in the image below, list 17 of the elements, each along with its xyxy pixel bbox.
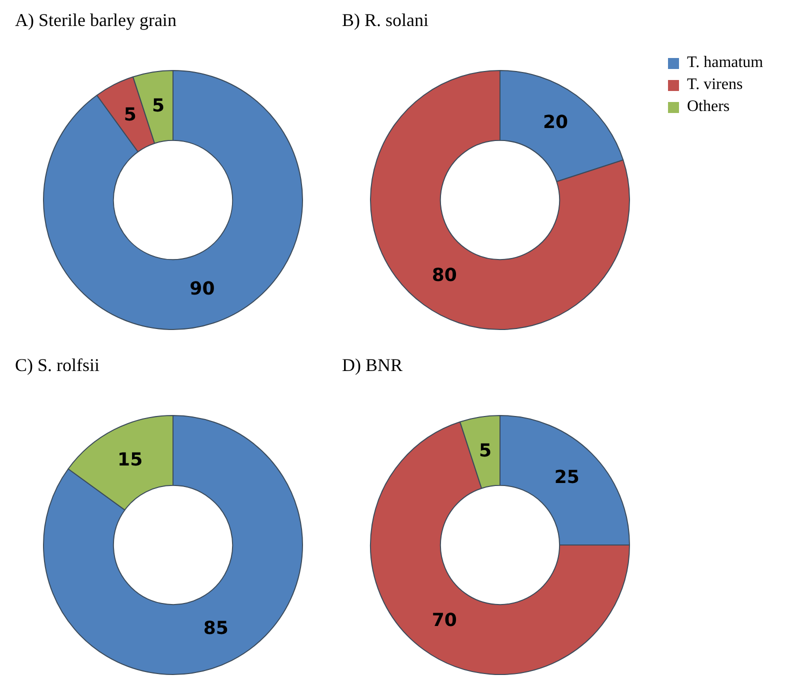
chart-title: D) BNR — [342, 355, 403, 376]
data-label: 5 — [152, 95, 164, 116]
data-label: 15 — [118, 449, 143, 470]
legend-label: T. hamatum — [687, 54, 764, 72]
data-label: 20 — [543, 112, 568, 134]
data-label: 5 — [478, 440, 492, 462]
data-label: 85 — [203, 618, 228, 639]
data-label: 5 — [124, 104, 136, 126]
legend-label: Others — [687, 98, 730, 116]
data-label: 70 — [432, 610, 457, 632]
chart-title: A) Sterile barley grain — [15, 10, 176, 31]
chart-title: B) R. solani — [342, 10, 429, 31]
legend-label: T. virens — [687, 76, 743, 94]
data-label: 25 — [554, 466, 580, 488]
data-label: 90 — [190, 278, 215, 300]
chart-title: C) S. rolfsii — [15, 355, 100, 376]
data-label: 80 — [432, 265, 457, 286]
